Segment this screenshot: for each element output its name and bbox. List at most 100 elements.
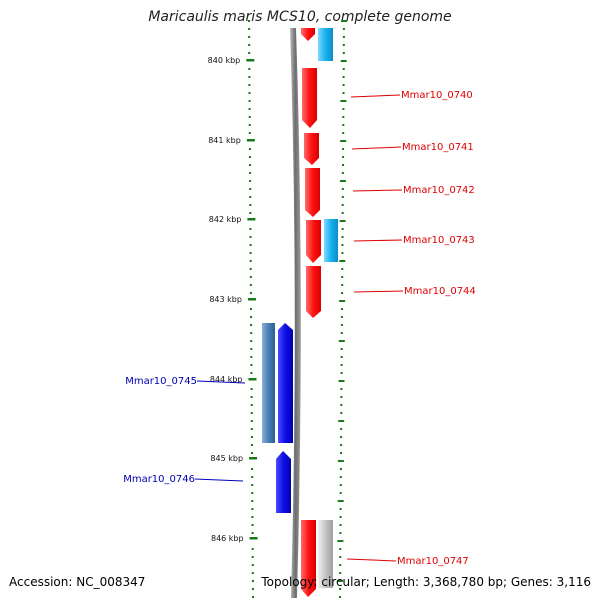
scale-tick-minor bbox=[251, 556, 254, 558]
scale-tick-minor bbox=[251, 532, 254, 534]
scale-tick-minor bbox=[342, 156, 345, 158]
scale-tick-minor bbox=[249, 172, 252, 174]
scale-tick-minor bbox=[248, 44, 251, 46]
scale-tick-minor bbox=[341, 196, 344, 198]
scale-tick-minor bbox=[250, 444, 253, 446]
scale-tick-minor bbox=[251, 524, 254, 526]
scale-tick-minor bbox=[341, 244, 344, 246]
scale-tick-minor bbox=[249, 204, 252, 206]
scale-tick-minor bbox=[251, 572, 254, 574]
scale-tick-minor bbox=[248, 52, 251, 54]
gene-label-mmar10-0745[interactable]: Mmar10_0745 bbox=[125, 376, 197, 387]
scale-tick-label: 840 kbp bbox=[208, 56, 241, 65]
scale-tick-major bbox=[249, 457, 258, 460]
scale-tick-minor bbox=[251, 564, 254, 566]
gene-label-mmar10-0744[interactable]: Mmar10_0744 bbox=[404, 286, 476, 297]
label-connector bbox=[353, 239, 403, 242]
forward-cds-feature bbox=[301, 520, 316, 597]
scale-tick-minor bbox=[339, 476, 342, 478]
scale-tick-minor bbox=[341, 212, 344, 214]
genome-backbone bbox=[290, 28, 301, 598]
scale-tick-minor bbox=[337, 460, 344, 462]
label-connector bbox=[350, 94, 401, 98]
forward-orf-feature bbox=[318, 28, 333, 61]
scale-tick-minor bbox=[342, 108, 345, 110]
scale-tick-minor bbox=[340, 348, 343, 350]
scale-tick-minor bbox=[342, 68, 345, 70]
scale-tick-minor bbox=[250, 316, 253, 318]
scale-tick-minor bbox=[337, 580, 344, 582]
forward-cds-feature bbox=[305, 168, 320, 217]
scale-tick-minor bbox=[250, 348, 253, 350]
scale-tick-minor bbox=[342, 164, 344, 166]
scale-tick-minor bbox=[250, 412, 253, 414]
scale-tick-minor bbox=[342, 124, 345, 126]
scale-tick-minor bbox=[249, 292, 252, 294]
scale-tick-minor bbox=[342, 28, 345, 30]
scale-tick-minor bbox=[339, 556, 342, 558]
label-connector bbox=[346, 558, 397, 562]
scale-tick-minor bbox=[248, 68, 251, 70]
scale-tick-minor bbox=[338, 420, 345, 422]
scale-tick-minor bbox=[339, 596, 341, 598]
scale-tick-minor bbox=[339, 492, 342, 494]
scale-tick-minor bbox=[251, 588, 254, 590]
scale-tick-minor bbox=[248, 156, 251, 158]
topology-label: Topology: circular; Length: 3,368,780 bp… bbox=[261, 575, 591, 589]
scale-tick-minor bbox=[248, 76, 251, 78]
scale-tick-minor bbox=[342, 132, 345, 134]
scale-tick-minor bbox=[339, 564, 342, 566]
scale-tick-minor bbox=[342, 116, 345, 118]
scale-tick-minor bbox=[250, 332, 253, 334]
scale-tick-minor bbox=[341, 292, 344, 294]
scale-tick-label: 842 kbp bbox=[209, 215, 242, 224]
scale-tick-minor bbox=[248, 28, 251, 30]
scale-tick-minor bbox=[251, 500, 254, 502]
scale-tick-major bbox=[249, 537, 258, 540]
scale-tick-minor bbox=[342, 92, 345, 94]
gene-label-mmar10-0742[interactable]: Mmar10_0742 bbox=[403, 185, 475, 196]
scale-tick-minor bbox=[341, 308, 343, 310]
accession-label: Accession: NC_008347 bbox=[9, 575, 146, 589]
gene-label-mmar10-0746[interactable]: Mmar10_0746 bbox=[123, 474, 195, 485]
scale-tick-minor bbox=[248, 116, 251, 118]
scale-tick-minor bbox=[338, 380, 345, 382]
scale-tick-major bbox=[247, 218, 256, 221]
scale-tick-minor bbox=[251, 476, 254, 478]
scale-tick-minor bbox=[250, 436, 253, 438]
forward-cds-feature bbox=[304, 133, 319, 165]
scale-tick-minor bbox=[248, 36, 251, 38]
scale-tick-minor bbox=[340, 388, 343, 390]
scale-tick-label: 846 kbp bbox=[211, 534, 244, 543]
gene-label-mmar10-0747[interactable]: Mmar10_0747 bbox=[397, 556, 469, 567]
label-connector bbox=[196, 380, 246, 384]
reverse-cds-feature bbox=[278, 323, 293, 443]
scale-tick-minor bbox=[338, 340, 345, 342]
scale-tick-minor bbox=[341, 276, 344, 278]
scale-tick-minor bbox=[251, 580, 254, 582]
scale-tick-minor bbox=[251, 548, 254, 550]
scale-tick-minor bbox=[250, 324, 253, 326]
scale-tick-minor bbox=[340, 100, 347, 102]
tick-layer: 840 kbp 841 kbp 842 kbp 843 kbp 844 kbp 845 k… bbox=[208, 20, 347, 598]
gene-label-mmar10-0743[interactable]: Mmar10_0743 bbox=[403, 235, 475, 246]
gene-label-mmar10-0740[interactable]: Mmar10_0740 bbox=[401, 90, 473, 101]
other-orf-feature bbox=[318, 520, 333, 588]
scale-tick-minor bbox=[339, 524, 342, 526]
scale-tick-minor bbox=[248, 20, 250, 22]
reverse-orf-feature bbox=[262, 323, 275, 443]
scale-tick-major bbox=[246, 59, 255, 62]
scale-tick-minor bbox=[251, 484, 254, 486]
scale-tick-minor bbox=[339, 548, 342, 550]
scale-tick-minor bbox=[341, 252, 344, 254]
scale-tick-minor bbox=[342, 76, 345, 78]
scale-tick-minor bbox=[340, 356, 343, 358]
scale-tick-minor bbox=[340, 444, 343, 446]
scale-tick-minor bbox=[249, 228, 252, 230]
gene-label-mmar10-0741[interactable]: Mmar10_0741 bbox=[402, 142, 474, 153]
scale-tick-minor bbox=[251, 452, 253, 454]
reverse-cds-feature bbox=[276, 451, 291, 513]
forward-cds-feature bbox=[301, 28, 315, 41]
scale-tick-minor bbox=[251, 516, 254, 518]
